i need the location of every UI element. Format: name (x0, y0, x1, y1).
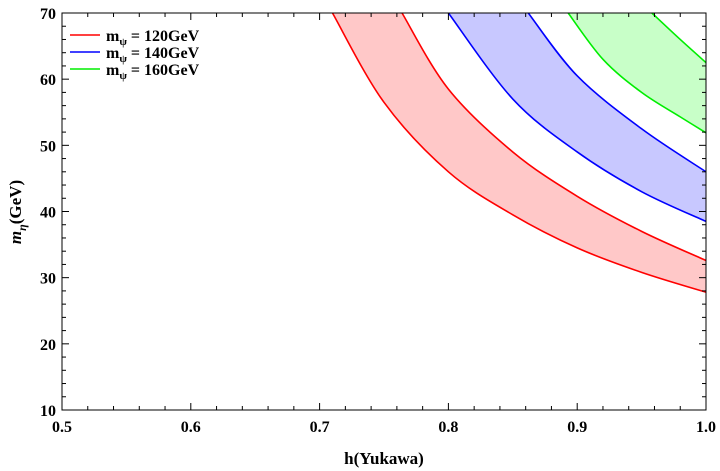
legend-label-120: mψ = 120GeV (106, 28, 200, 48)
x-axis-title: h(Yukawa) (344, 449, 424, 468)
y-axis-title-sub: η (15, 224, 29, 231)
line-lower-series-0 (331, 12, 707, 293)
x-tick-label: 0.5 (52, 419, 72, 436)
y-tick-label: 70 (40, 6, 56, 23)
x-tick-label: 1.0 (696, 419, 716, 436)
lines-layer (331, 12, 707, 293)
line-upper-series-1 (527, 12, 707, 173)
y-tick-label: 60 (40, 72, 56, 89)
band-series-2 (568, 13, 706, 133)
legend-label-140: mψ = 140GeV (106, 45, 200, 65)
y-tick-label: 30 (40, 271, 56, 288)
y-tick-label: 40 (40, 205, 56, 222)
legend-label-160: mψ = 160GeV (106, 62, 200, 82)
bands-layer (332, 13, 706, 293)
x-tick-label: 0.9 (567, 419, 587, 436)
line-upper-series-2 (651, 12, 707, 64)
x-tick-label: 0.8 (438, 419, 458, 436)
band-series-0 (332, 13, 706, 293)
x-tick-label: 0.6 (181, 419, 201, 436)
line-lower-series-1 (447, 12, 707, 223)
y-tick-label: 50 (40, 138, 56, 155)
y-axis-title-main: m (6, 231, 25, 244)
x-tick-label: 0.7 (310, 419, 330, 436)
line-lower-series-2 (567, 12, 707, 134)
ticks-layer: 0.5 0.6 0.7 0.8 0.9 1.0 10 20 30 40 50 60 70 (40, 6, 716, 436)
y-axis-title: mη(GeV) (6, 180, 29, 244)
line-upper-series-0 (401, 12, 707, 262)
legend: mψ = 120GeV mψ = 140GeV mψ = 160GeV (70, 28, 200, 82)
band-series-1 (448, 13, 706, 222)
y-tick-label: 20 (40, 337, 56, 354)
y-axis-title-unit: (GeV) (6, 180, 25, 224)
y-tick-label: 10 (40, 403, 56, 420)
